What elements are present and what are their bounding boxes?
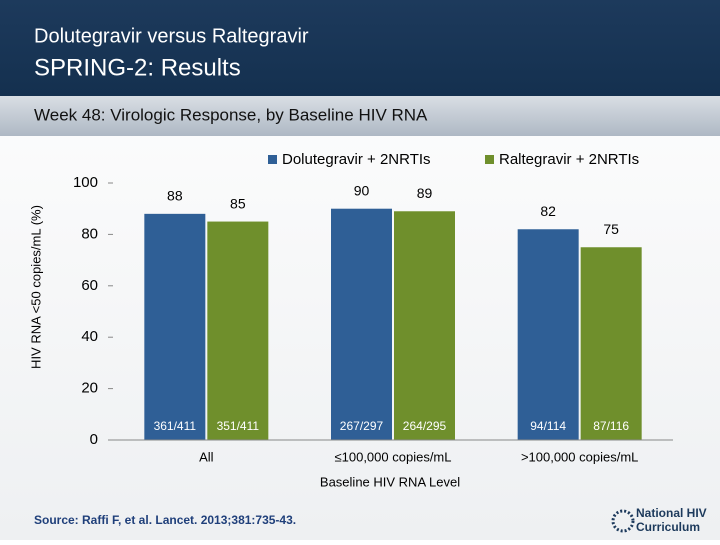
logo: National HIV Curriculum — [611, 506, 707, 534]
count-label: 361/411 — [154, 419, 197, 433]
count-label: 267/297 — [340, 419, 384, 433]
logo-icon — [611, 509, 635, 533]
y-tick-label: 20 — [81, 380, 98, 397]
y-axis-label: HIV RNA <50 copies/mL (%) — [28, 205, 43, 369]
data-label: 82 — [540, 203, 556, 219]
y-tick-label: 40 — [81, 328, 98, 345]
legend-label: Dolutegravir + 2NRTIs — [282, 151, 431, 168]
data-label: 88 — [167, 188, 183, 204]
y-tick-label: 60 — [81, 277, 98, 294]
bar — [144, 213, 206, 440]
section-title: Week 48: Virologic Response, by Baseline… — [34, 105, 428, 124]
source: Source: Raffi F, et al. Lancet. 2013;381… — [34, 513, 296, 527]
section-band — [0, 96, 720, 136]
x-tick-label: All — [199, 449, 214, 464]
count-label: 264/295 — [403, 419, 447, 433]
header-title: Dolutegravir versus Raltegravir — [34, 25, 309, 47]
legend-swatch — [268, 155, 277, 164]
y-tick-label: 80 — [81, 225, 98, 242]
data-label: 90 — [354, 182, 370, 198]
logo-text: Curriculum — [636, 520, 700, 534]
x-tick-label: >100,000 copies/mL — [521, 449, 638, 464]
count-label: 94/114 — [530, 419, 566, 433]
count-label: 351/411 — [217, 419, 260, 433]
data-label: 89 — [417, 185, 433, 201]
bar — [331, 208, 392, 440]
legend-label: Raltegravir + 2NRTIs — [499, 151, 639, 168]
header-band — [0, 0, 720, 96]
y-tick-label: 0 — [90, 431, 98, 448]
bar — [207, 221, 269, 440]
logo-text: National HIV — [636, 506, 707, 520]
header-subtitle: SPRING-2: Results — [34, 54, 241, 81]
x-axis-label: Baseline HIV RNA Level — [320, 474, 460, 489]
data-label: 75 — [603, 221, 619, 237]
y-tick-label: 100 — [73, 174, 98, 191]
x-tick-label: ≤100,000 copies/mL — [335, 449, 452, 464]
bar — [517, 229, 579, 440]
data-label: 85 — [230, 195, 246, 211]
bar — [580, 247, 642, 440]
bar — [394, 211, 455, 440]
legend-swatch — [485, 155, 494, 164]
count-label: 87/116 — [593, 419, 629, 433]
